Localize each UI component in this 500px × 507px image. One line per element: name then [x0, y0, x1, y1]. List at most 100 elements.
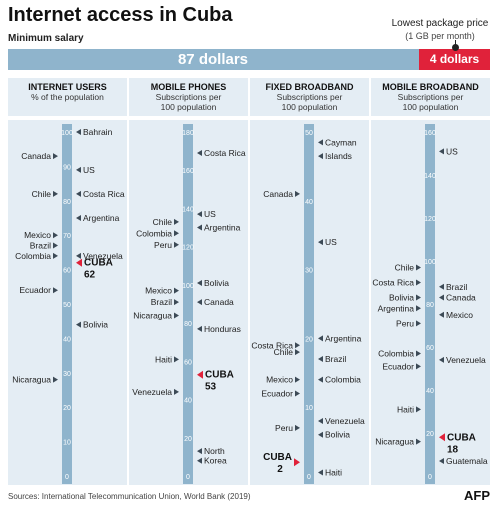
left-marker	[53, 287, 58, 294]
tick-label: 30	[63, 371, 71, 378]
cuba-marker	[294, 458, 300, 467]
price-title: Lowest package price	[391, 18, 489, 29]
tick-label: 100	[61, 130, 73, 137]
right-marker	[439, 311, 444, 318]
panel-subtitle: Subscriptions per	[155, 92, 222, 102]
tick-label: 80	[184, 321, 192, 328]
panel-title: MOBILE PHONES	[150, 82, 227, 92]
country-label: Venezuela	[132, 387, 172, 397]
country-label: US	[446, 146, 458, 156]
tick-label: 40	[63, 336, 71, 343]
left-marker	[416, 264, 421, 271]
left-marker	[174, 218, 179, 225]
country-label: Canada	[204, 297, 234, 307]
left-marker	[53, 190, 58, 197]
country-label: Peru	[396, 318, 414, 328]
left-marker	[295, 190, 300, 197]
panel-subtitle: 100 population	[160, 102, 217, 112]
tick-label: 180	[182, 130, 194, 137]
country-label: Venezuela	[446, 355, 486, 365]
right-marker	[318, 431, 323, 438]
country-label: Venezuela	[83, 251, 123, 261]
country-label: Haiti	[325, 468, 342, 478]
left-marker	[295, 376, 300, 383]
panel-title: MOBILE BROADBAND	[382, 82, 479, 92]
tick-label: 100	[182, 283, 194, 290]
tick-label: 40	[426, 388, 434, 395]
cuba-label: CUBA	[263, 452, 292, 463]
country-label: Korea	[204, 456, 227, 466]
panel-header: MOBILE BROADBAND Subscriptions per 100 pop…	[371, 78, 490, 116]
tick-label: 20	[305, 336, 313, 343]
country-label: Ecuador	[382, 361, 414, 371]
panel-1: INTERNET USERS% of the population 0 10 20 30…	[8, 78, 127, 485]
panel-body: 0 20 40 60 80 100 120 140 160 180 Chile Colombia Per…	[129, 120, 248, 485]
left-marker	[416, 305, 421, 312]
country-label: Colombia	[325, 375, 361, 385]
country-label: Peru	[154, 240, 172, 250]
tick-label: 20	[184, 436, 192, 443]
tick-label: 40	[305, 199, 313, 206]
right-marker	[318, 239, 323, 246]
chart-title: Internet access in Cuba	[8, 4, 233, 26]
cuba-label: CUBA	[84, 258, 113, 269]
scale-svg: 0102030405060708090100CanadaChileMexicoB…	[12, 124, 125, 484]
left-marker	[295, 349, 300, 356]
price-dot	[452, 44, 459, 51]
price-subtitle: (1 GB per month)	[405, 31, 475, 41]
country-label: Peru	[275, 423, 293, 433]
tick-label: 50	[305, 130, 313, 137]
country-label: US	[83, 165, 95, 175]
country-label: Argentina	[325, 333, 362, 343]
left-marker	[174, 241, 179, 248]
country-label: Bolivia	[83, 320, 108, 330]
cuba-marker	[439, 433, 445, 442]
panel-2: MOBILE PHONES Subscriptions per 100 popula…	[129, 78, 248, 485]
tick-label: 20	[63, 405, 71, 412]
scale-bar	[304, 124, 314, 484]
left-marker	[295, 390, 300, 397]
country-label: Canada	[21, 151, 51, 161]
right-marker	[439, 148, 444, 155]
country-label: Ecuador	[19, 285, 51, 295]
right-marker	[76, 321, 81, 328]
country-label: Costa Rica	[204, 148, 246, 158]
panel-subtitle: Subscriptions per	[276, 92, 343, 102]
right-marker	[439, 457, 444, 464]
scale-bar	[62, 124, 72, 484]
left-marker	[53, 153, 58, 160]
right-marker	[76, 252, 81, 259]
panel-3: FIXED BROADBAND Subscriptions per 100 popu…	[250, 78, 369, 485]
cuba-label: CUBA	[447, 432, 476, 443]
left-marker	[53, 376, 58, 383]
tick-label: 40	[184, 398, 192, 405]
panel-header: INTERNET USERS% of the population	[8, 78, 127, 116]
country-label: Costa Rica	[83, 189, 125, 199]
scale-svg: 0 20 40 60 80 100 120 140 160 Chile Costa Rica Boli…	[372, 124, 488, 484]
country-label: Nicaragua	[12, 375, 51, 385]
country-label: Haiti	[155, 354, 172, 364]
panel-body: 0 10 20 30 40 50 60 70 80 90 100 Canada Chile Mexico B…	[8, 120, 127, 485]
country-label: Honduras	[204, 324, 241, 334]
left-marker	[53, 232, 58, 239]
tick-label: 60	[426, 345, 434, 352]
tick-label: 0	[428, 474, 432, 481]
right-marker	[197, 150, 202, 157]
tick-label: 60	[63, 268, 71, 275]
cuba-label: CUBA	[205, 370, 234, 381]
country-label: Colombia	[15, 251, 51, 261]
tick-label: 30	[305, 268, 313, 275]
tick-label: 0	[186, 474, 190, 481]
country-label: Venezuela	[325, 416, 365, 426]
panel-title: FIXED BROADBAND	[265, 82, 354, 92]
right-marker	[76, 190, 81, 197]
tick-label: 70	[63, 233, 71, 240]
country-label: Colombia	[378, 348, 414, 358]
country-label: Cayman	[325, 137, 357, 147]
country-label: Guatemala	[446, 456, 488, 466]
tick-label: 100	[424, 259, 436, 266]
country-label: Argentina	[378, 303, 415, 313]
right-marker	[197, 299, 202, 306]
